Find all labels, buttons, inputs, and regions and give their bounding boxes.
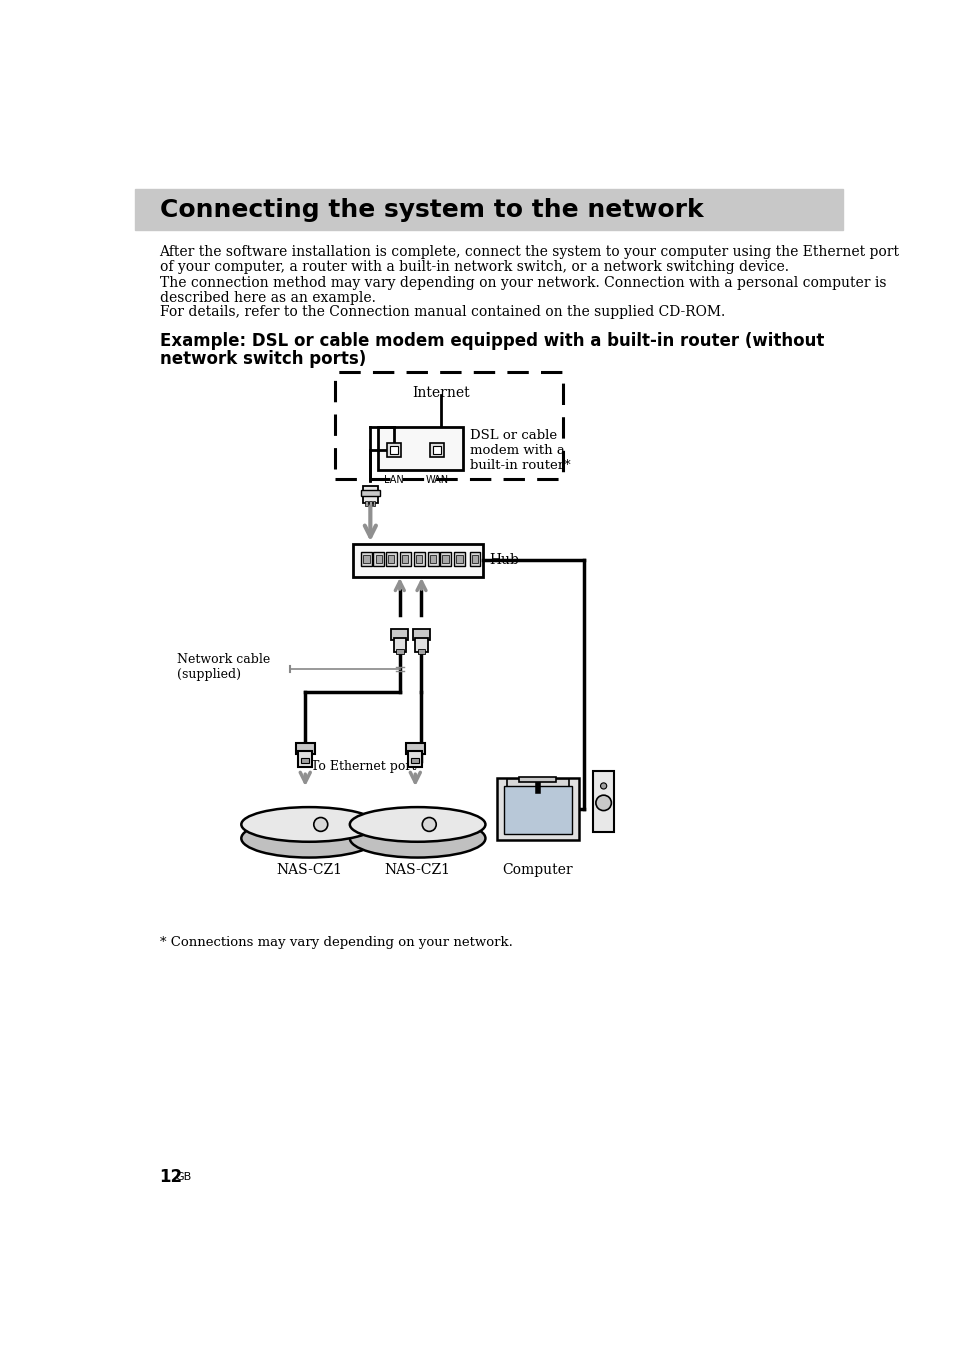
Text: GB: GB — [174, 1172, 192, 1183]
Bar — [518, 776, 556, 781]
Bar — [472, 554, 477, 562]
Bar — [295, 742, 314, 753]
Bar — [134, 189, 842, 230]
Text: Connecting the system to the network: Connecting the system to the network — [159, 197, 702, 222]
Bar — [301, 758, 309, 763]
Bar — [373, 552, 384, 565]
Bar — [373, 502, 375, 506]
Circle shape — [599, 783, 606, 790]
Bar — [365, 502, 367, 506]
Text: Internet: Internet — [412, 385, 469, 400]
Bar — [377, 427, 463, 470]
Bar — [335, 372, 562, 480]
Bar — [402, 554, 408, 562]
Circle shape — [596, 795, 611, 811]
Text: The connection method may vary depending on your network. Connection with a pers: The connection method may vary depending… — [159, 276, 885, 291]
Text: Computer: Computer — [502, 863, 573, 877]
Text: WAN: WAN — [425, 475, 448, 485]
Bar — [387, 443, 401, 457]
Bar — [388, 554, 394, 562]
Bar — [394, 638, 406, 652]
Text: described here as an example.: described here as an example. — [159, 291, 375, 304]
Bar — [506, 779, 568, 790]
Ellipse shape — [241, 807, 376, 842]
Ellipse shape — [241, 819, 376, 857]
Bar — [469, 552, 480, 565]
Text: DSL or cable
modem with a
built-in router*: DSL or cable modem with a built-in route… — [469, 429, 570, 472]
Bar — [497, 779, 578, 840]
Bar — [414, 552, 424, 565]
Text: Network cable
(supplied): Network cable (supplied) — [177, 653, 271, 681]
Bar — [413, 629, 430, 639]
Bar — [298, 750, 312, 768]
Bar — [417, 649, 425, 653]
Bar — [395, 649, 403, 653]
Bar — [411, 758, 418, 763]
Bar — [353, 544, 483, 576]
Text: NAS-CZ1: NAS-CZ1 — [384, 863, 450, 877]
Bar — [385, 552, 396, 565]
Bar — [390, 446, 397, 454]
Bar — [415, 638, 427, 652]
Bar — [503, 786, 571, 834]
Bar — [433, 446, 440, 454]
Text: To Ethernet port: To Ethernet port — [311, 760, 416, 773]
Ellipse shape — [350, 819, 485, 857]
Circle shape — [422, 818, 436, 831]
Bar — [454, 552, 464, 565]
Bar — [430, 554, 436, 562]
Bar — [430, 443, 443, 457]
Text: After the software installation is complete, connect the system to your computer: After the software installation is compl… — [159, 246, 899, 260]
Text: of your computer, a router with a built-in network switch, or a network switchin: of your computer, a router with a built-… — [159, 260, 788, 274]
Text: LAN: LAN — [384, 475, 404, 485]
Text: Hub: Hub — [489, 553, 519, 568]
Bar — [399, 552, 410, 565]
Bar — [391, 629, 408, 639]
Bar — [427, 552, 438, 565]
Bar — [375, 554, 381, 562]
Bar — [416, 554, 422, 562]
Text: * Connections may vary depending on your network.: * Connections may vary depending on your… — [159, 936, 512, 949]
Bar — [439, 552, 451, 565]
Bar — [363, 554, 369, 562]
Text: 12: 12 — [159, 1168, 182, 1186]
Ellipse shape — [350, 807, 485, 842]
Bar — [408, 750, 422, 768]
Text: For details, refer to the Connection manual contained on the supplied CD-ROM.: For details, refer to the Connection man… — [159, 306, 724, 319]
Bar — [592, 771, 614, 831]
Circle shape — [314, 818, 328, 831]
Bar — [360, 552, 372, 565]
Bar — [369, 502, 371, 506]
Bar — [406, 742, 424, 753]
Text: Example: DSL or cable modem equipped with a built-in router (without: Example: DSL or cable modem equipped wit… — [159, 331, 823, 350]
Bar — [442, 554, 448, 562]
Text: network switch ports): network switch ports) — [159, 350, 365, 368]
Bar — [360, 491, 379, 496]
Text: NAS-CZ1: NAS-CZ1 — [275, 863, 342, 877]
Bar — [362, 485, 377, 503]
Bar — [456, 554, 462, 562]
